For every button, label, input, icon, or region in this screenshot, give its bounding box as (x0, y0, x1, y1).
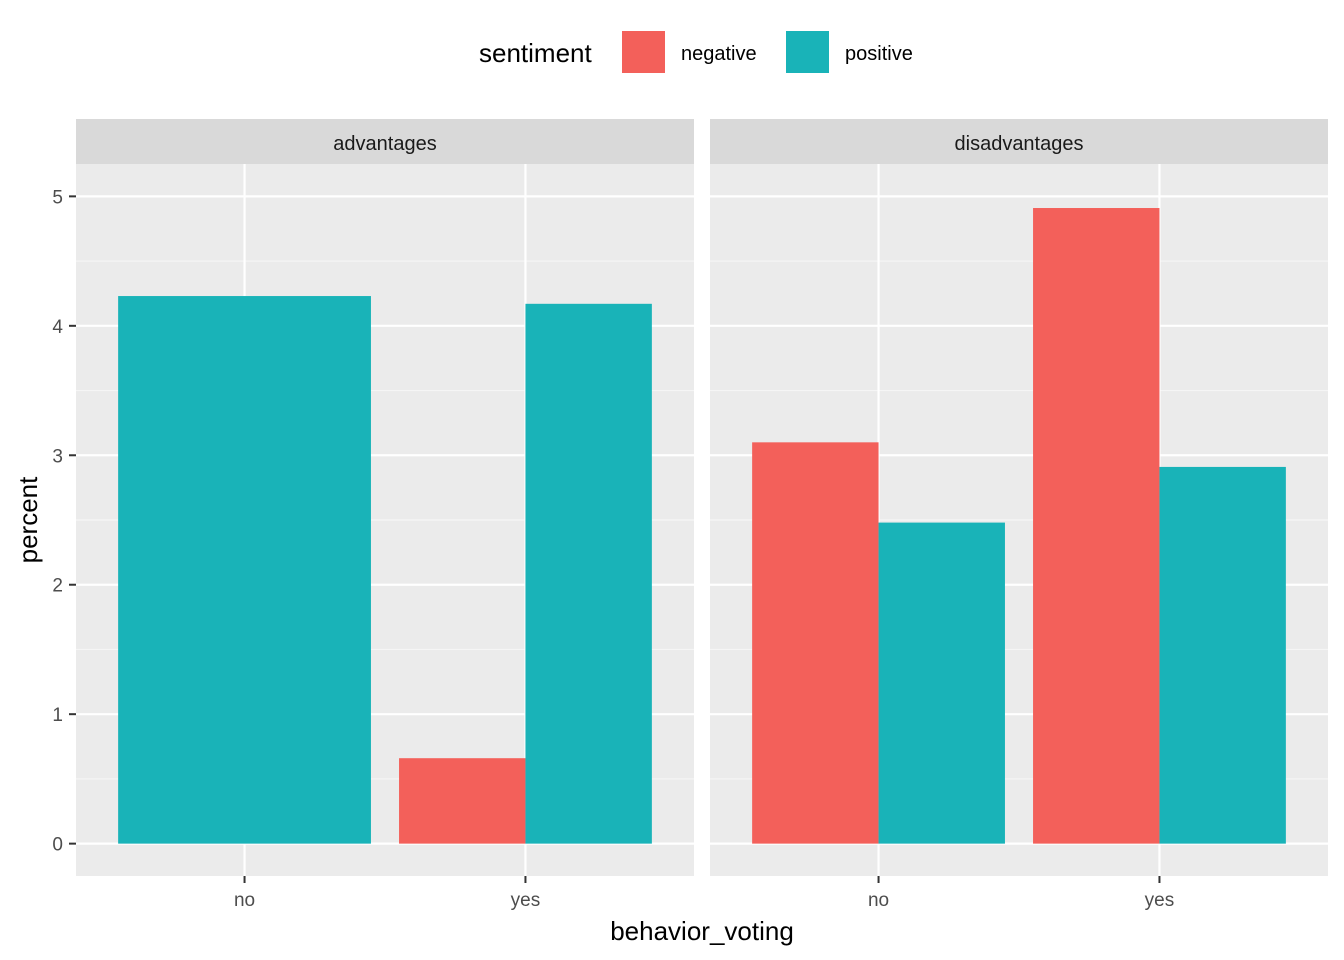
y-axis-title: percent (13, 476, 43, 563)
y-tick-label: 0 (52, 835, 63, 856)
legend-key-positive (786, 31, 829, 73)
facet-strip-label: disadvantages (955, 133, 1084, 155)
x-axis-title: behavior_voting (610, 916, 794, 946)
y-tick-label: 3 (52, 446, 63, 467)
bar-advantages-yes-positive (525, 303, 652, 844)
facet-panels: advantages no yes disadvantages no yes (76, 119, 1328, 911)
facet-strip-disadvantages (710, 119, 1328, 164)
legend-title: sentiment (479, 38, 592, 68)
y-tick-label: 1 (52, 705, 63, 726)
bar-advantages-no-positive (118, 296, 371, 844)
x-tick-label: yes (1145, 890, 1175, 911)
legend: sentiment negative positive (479, 31, 913, 73)
legend-label-positive: positive (845, 43, 913, 65)
y-tick-label: 5 (52, 187, 63, 208)
x-tick-label: no (868, 890, 889, 911)
facet-panel-advantages: advantages no yes (76, 119, 694, 911)
facet-strip-advantages (76, 119, 694, 164)
facet-panel-disadvantages: disadvantages no yes (710, 119, 1328, 911)
x-tick-label: yes (511, 890, 541, 911)
y-tick-label: 2 (52, 576, 63, 597)
bar-disadvantages-yes-positive (1159, 466, 1286, 844)
y-axis: 0 1 2 3 4 5 (52, 187, 76, 856)
bar-advantages-yes-negative (399, 758, 526, 844)
legend-key-negative (622, 31, 665, 73)
y-tick-label: 4 (52, 317, 63, 338)
legend-label-negative: negative (681, 43, 757, 65)
facet-strip-label: advantages (333, 133, 436, 155)
x-tick-label: no (234, 890, 255, 911)
bar-disadvantages-no-negative (752, 442, 879, 844)
bar-disadvantages-no-positive (878, 522, 1005, 844)
bar-disadvantages-yes-negative (1033, 208, 1160, 844)
